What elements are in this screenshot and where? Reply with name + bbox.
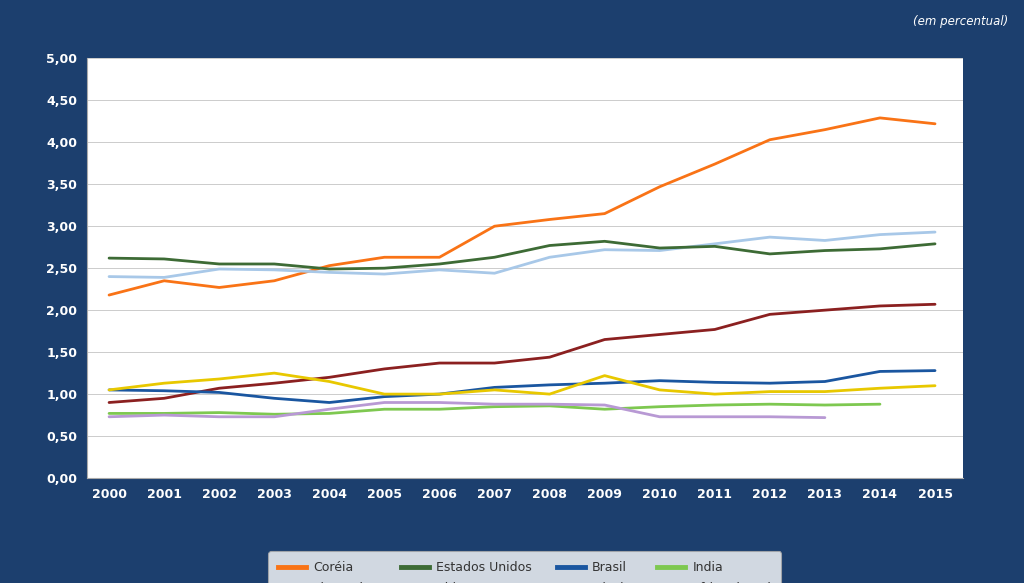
Text: (em percentual): (em percentual)	[913, 15, 1009, 27]
Legend: Coréia, Alemanha, Estados Unidos, China, Brasil, Rússia, India, Africa do Sul: Coréia, Alemanha, Estados Unidos, China,…	[268, 552, 781, 583]
